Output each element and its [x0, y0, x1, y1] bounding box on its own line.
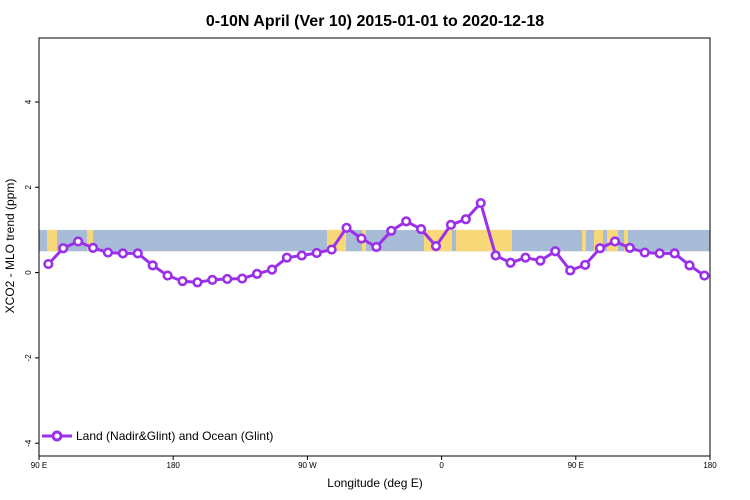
y-tick-label: 4	[24, 99, 33, 104]
y-tick-label: -4	[24, 439, 33, 447]
x-axis: 90 E 180 90 W 0 90 E 180	[31, 456, 717, 470]
data-point	[699, 270, 710, 281]
x-tick-label: 90 E	[568, 461, 584, 470]
data-point	[251, 268, 263, 279]
data-point	[505, 257, 516, 268]
data-point	[296, 250, 307, 261]
x-tick-label: 180	[167, 461, 181, 470]
data-point	[43, 258, 54, 270]
data-point	[565, 265, 576, 276]
legend-marker	[51, 430, 63, 442]
data-point	[102, 247, 114, 258]
data-point	[356, 233, 367, 244]
data-point	[654, 248, 665, 259]
y-tick-label: 2	[24, 185, 33, 190]
y-axis: -4 -2 0 2 4	[24, 99, 39, 447]
data-point	[58, 243, 69, 254]
data-point	[207, 274, 218, 285]
data-point	[177, 276, 188, 287]
data-point	[371, 241, 382, 253]
data-point	[535, 255, 546, 266]
legend-label: Land (Nadir&Glint) and Ocean (Glint)	[76, 429, 273, 443]
y-axis-label: XCO2 - MLO trend (ppm)	[3, 179, 17, 314]
data-point	[281, 252, 292, 263]
land-patch	[594, 229, 603, 252]
data-point	[609, 236, 621, 247]
data-point	[341, 222, 352, 233]
land-patch	[87, 229, 93, 252]
y-tick-label: 0	[24, 270, 33, 275]
data-point	[669, 248, 680, 259]
land-patch	[582, 229, 586, 252]
data-point	[430, 241, 442, 252]
data-point	[401, 216, 412, 227]
land-patch	[624, 229, 628, 252]
data-point	[445, 219, 457, 230]
x-axis-label: Longitude (deg E)	[327, 476, 422, 490]
data-point	[87, 242, 99, 253]
data-point	[192, 277, 203, 288]
chart-title: 0-10N April (Ver 10) 2015-01-01 to 2020-…	[206, 13, 544, 30]
data-point	[326, 244, 337, 255]
data-point	[237, 273, 248, 284]
y-tick-label: -2	[24, 354, 33, 362]
data-point	[132, 248, 143, 259]
data-point	[639, 247, 650, 258]
data-point	[594, 243, 606, 254]
data-point	[222, 273, 233, 285]
data-point	[386, 225, 397, 236]
data-point	[73, 236, 84, 247]
x-tick-label: 180	[703, 461, 717, 470]
data-point	[684, 260, 695, 271]
legend: Land (Nadir&Glint) and Ocean (Glint)	[42, 429, 273, 443]
data-point	[147, 260, 158, 271]
x-tick-label: 90 W	[298, 461, 317, 470]
data-point	[162, 270, 173, 281]
ocean-band	[39, 229, 710, 252]
land-patch	[47, 229, 57, 252]
series-group	[43, 197, 710, 288]
data-point	[520, 252, 531, 263]
data-point	[415, 223, 427, 235]
data-point	[311, 247, 322, 259]
data-point	[490, 250, 501, 261]
x-tick-label: 0	[439, 461, 444, 470]
data-point	[580, 259, 591, 271]
x-tick-label: 90 E	[31, 461, 47, 470]
land-patch	[456, 229, 512, 252]
data-point	[550, 246, 561, 257]
data-point	[117, 248, 128, 259]
data-point	[460, 214, 471, 225]
data-point	[266, 264, 278, 275]
data-point	[475, 197, 486, 209]
data-point	[624, 242, 635, 253]
plot-frame	[38, 37, 711, 457]
